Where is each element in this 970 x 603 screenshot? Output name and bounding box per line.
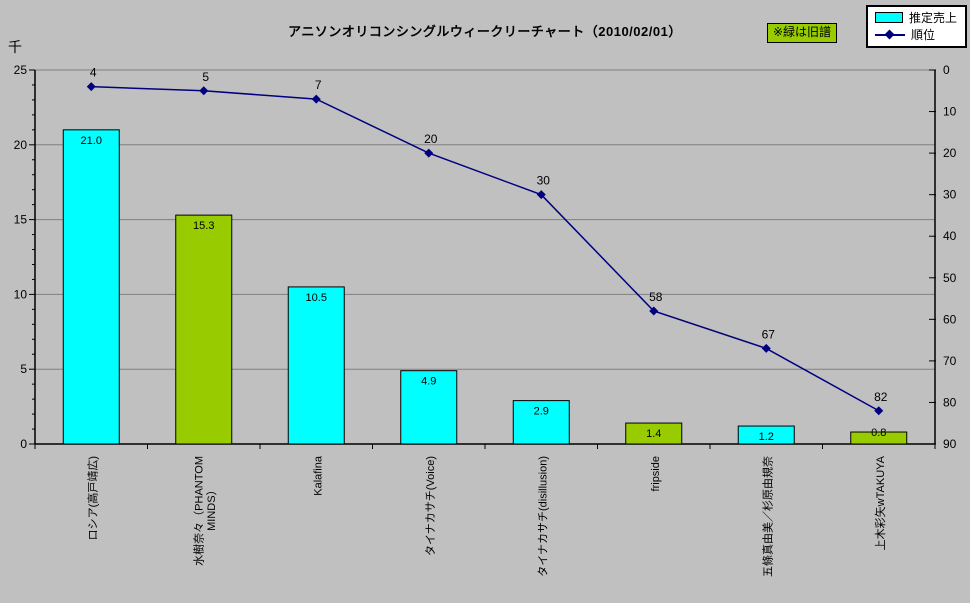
bar-value-label: 10.5 <box>306 292 327 304</box>
rank-marker-diamond-icon <box>86 82 96 92</box>
bar <box>175 214 233 445</box>
rank-line <box>91 85 880 412</box>
right-axis-tick-label: 60 <box>943 312 957 326</box>
x-axis-category-label: 五條真由美／杉原由規奈 <box>760 456 774 577</box>
x-axis-category-label: ロシア(高戸靖広) <box>85 456 99 540</box>
bar <box>400 370 458 445</box>
rank-marker-diamond-icon <box>424 148 434 158</box>
rank-point-label: 20 <box>424 132 438 146</box>
bar <box>737 425 795 445</box>
left-axis-tick-label: 0 <box>20 437 27 451</box>
bar-value-label: 15.3 <box>193 220 214 232</box>
x-axis-category-label: タイナカサチ(Voice) <box>424 456 437 556</box>
rank-marker-diamond-icon <box>874 406 884 416</box>
bar-value-label: 1.2 <box>759 431 774 443</box>
legend-diamond-marker-icon <box>884 29 895 40</box>
bar <box>62 129 120 445</box>
rank-marker-diamond-icon <box>761 343 771 353</box>
left-axis-unit-label: 千 <box>8 39 22 55</box>
right-axis-tick-label: 50 <box>943 271 957 285</box>
legend-item-rank: 順位 <box>868 26 965 43</box>
rank-marker-diamond-icon <box>199 86 209 96</box>
x-axis-category-label: fripside <box>650 456 662 491</box>
bar-value-label: 1.4 <box>646 428 661 440</box>
bar-value-label: 21.0 <box>81 135 102 147</box>
right-axis-tick-label: 90 <box>943 437 957 451</box>
left-axis-tick-label: 25 <box>14 63 28 77</box>
rank-point-label: 7 <box>315 78 322 92</box>
left-axis-tick-label: 20 <box>14 138 28 152</box>
rank-marker-diamond-icon <box>311 94 321 104</box>
legend: 推定売上 順位 <box>866 5 967 48</box>
bar-value-label: 2.9 <box>534 406 549 418</box>
legend-label-rank: 順位 <box>911 28 936 42</box>
bar <box>850 431 908 445</box>
rank-point-label: 30 <box>537 174 551 188</box>
legend-label-sales: 推定売上 <box>909 11 958 25</box>
right-axis-tick-label: 70 <box>943 354 957 368</box>
rank-point-label: 4 <box>90 66 97 80</box>
x-axis-category-label: タイナカサチ(disillusion) <box>536 456 549 577</box>
rank-marker-diamond-icon <box>649 306 659 316</box>
x-axis-category-label: 水樹奈々（PHANTOM <box>191 456 205 566</box>
bar-value-label: 0.8 <box>871 427 886 439</box>
right-axis-tick-label: 0 <box>943 63 950 77</box>
x-axis-category-label: 上木彩矢wTAKUYA <box>873 455 887 550</box>
bar <box>625 422 683 445</box>
rank-point-label: 67 <box>762 327 776 341</box>
chart-title: アニソンオリコンシングルウィークリーチャート（2010/02/01） <box>288 24 682 39</box>
right-axis-tick-label: 40 <box>943 229 957 243</box>
rank-point-label: 82 <box>874 390 888 404</box>
right-axis-tick-label: 20 <box>943 146 957 160</box>
bar-value-label: 4.9 <box>421 376 436 388</box>
left-axis-tick-label: 15 <box>14 213 28 227</box>
rank-point-label: 5 <box>202 70 209 84</box>
rank-point-label: 58 <box>649 290 663 304</box>
right-axis-tick-label: 30 <box>943 188 957 202</box>
legend-item-sales: 推定売上 <box>868 9 965 26</box>
legend-line-swatch-icon <box>875 29 905 40</box>
bar <box>287 286 345 445</box>
left-axis-tick-label: 10 <box>14 287 28 301</box>
x-axis-category-label: MINDS） <box>205 484 218 530</box>
right-axis-tick-label: 80 <box>943 395 957 409</box>
left-axis-tick-label: 5 <box>20 362 27 376</box>
right-axis-tick-label: 10 <box>943 105 957 119</box>
note-badge: ※緑は旧譜 <box>767 23 838 43</box>
x-axis-category-label: Kalafina <box>312 455 324 496</box>
rank-marker-diamond-icon <box>536 190 546 200</box>
bar <box>512 400 570 445</box>
legend-bar-swatch-icon <box>875 12 903 23</box>
